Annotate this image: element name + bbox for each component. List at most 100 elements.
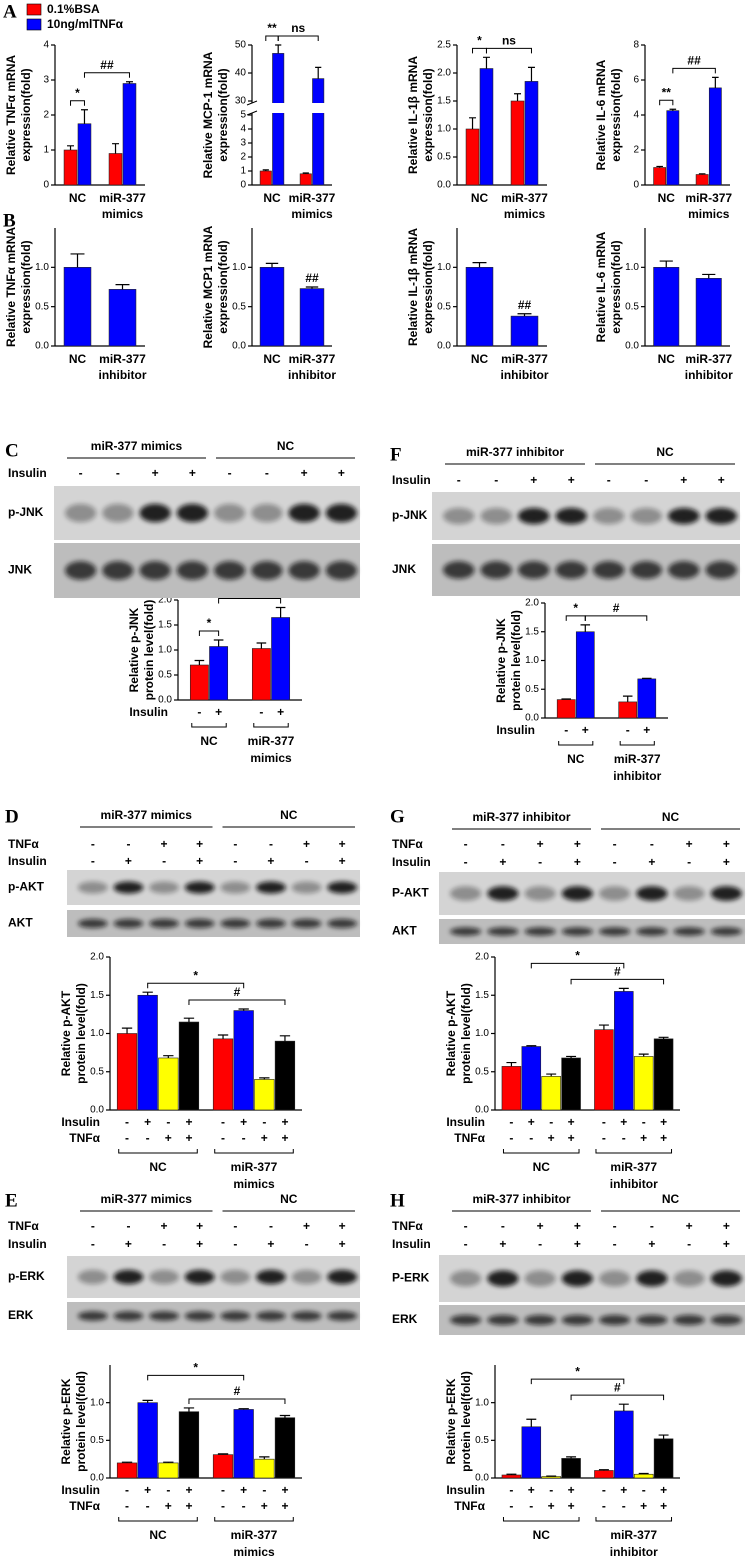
x-tick-label: NC — [533, 1528, 551, 1542]
row-value: - — [687, 855, 691, 869]
x-row-value: - — [259, 705, 263, 719]
y-axis-label: Relative p-JNK — [494, 618, 508, 703]
blot-band — [487, 1270, 519, 1287]
bar — [254, 1079, 275, 1111]
row-value: + — [499, 1237, 506, 1251]
significance: ## — [518, 298, 532, 312]
x-row-value: - — [509, 1499, 513, 1513]
error-bar — [598, 1469, 609, 1471]
error-bar — [527, 66, 535, 82]
x-row-value: + — [277, 705, 284, 719]
blot-band — [668, 507, 700, 525]
error-bar — [279, 1414, 291, 1418]
row-value: - — [233, 837, 237, 851]
band-label: ERK — [392, 1312, 418, 1326]
row-value: + — [723, 837, 730, 851]
legend-swatch — [26, 3, 42, 16]
y-axis-label: Relative p-JNK — [127, 607, 141, 692]
x-row-value: - — [642, 1115, 646, 1129]
significance: * — [75, 86, 80, 100]
row-value: - — [457, 473, 461, 487]
row-value: + — [648, 855, 655, 869]
x-row-value: + — [568, 1115, 575, 1129]
row-value: - — [126, 1219, 130, 1233]
x-tick-label: miR-377 inhibitor — [501, 352, 549, 382]
panel-label: H — [390, 1190, 405, 1211]
x-row-label: TNFα — [454, 1499, 485, 1513]
group-bracket — [502, 1149, 580, 1154]
y-tick-label: 1.5 — [525, 626, 539, 637]
significance: # — [614, 1380, 621, 1394]
y-axis-label: Relative IL-6 mRNA — [594, 59, 608, 170]
row-value: + — [499, 855, 506, 869]
blot-band — [668, 561, 700, 579]
band-label: P-AKT — [392, 886, 429, 900]
row-value: + — [196, 854, 203, 868]
error-bar — [622, 695, 633, 702]
x-row-label: Insulin — [446, 1483, 485, 1497]
row-label: Insulin — [8, 854, 47, 868]
y-tick-label: 1.0 — [525, 655, 539, 666]
y-axis-label: expression(fold) — [19, 68, 33, 161]
y-tick-label: 0.0 — [437, 341, 451, 352]
row-value: - — [687, 1237, 691, 1251]
error-bar — [472, 262, 487, 268]
bar — [633, 1473, 654, 1479]
blot-band — [291, 918, 322, 929]
error-bar — [125, 81, 133, 84]
bar — [137, 1402, 158, 1479]
error-bar — [658, 1036, 669, 1039]
blot-band — [636, 1270, 668, 1287]
y-tick-label: 2 — [43, 110, 49, 121]
row-value: - — [91, 1237, 95, 1251]
x-tick-label: NC — [471, 191, 489, 205]
bar — [541, 1076, 561, 1111]
error-bar — [217, 1034, 229, 1039]
x-row-value: + — [215, 705, 222, 719]
row-value: + — [723, 855, 730, 869]
blot-band — [524, 1314, 556, 1326]
error-bar — [112, 143, 120, 154]
blot-band — [487, 886, 519, 901]
error-bar — [469, 117, 477, 129]
x-tick-label: NC — [263, 352, 281, 366]
row-label: Insulin — [392, 473, 431, 487]
y-tick-label: 0.5 — [35, 301, 49, 312]
significance-bracket — [218, 598, 282, 604]
error-bar — [217, 1453, 229, 1455]
row-value: - — [162, 854, 166, 868]
y-tick-label: 2.0 — [158, 595, 172, 606]
bar — [556, 699, 576, 719]
x-row-value: + — [165, 1499, 172, 1513]
blot-band — [176, 503, 209, 523]
blot-band — [64, 503, 97, 523]
blot-band — [213, 503, 246, 523]
blot-band — [113, 1311, 144, 1321]
error-bar — [259, 1456, 270, 1460]
x-tick-label: miR-377 inhibitor — [610, 1528, 658, 1559]
band-label: p-JNK — [8, 505, 44, 519]
band-label: p-AKT — [8, 880, 45, 894]
y-tick-label: 1.5 — [475, 990, 489, 1001]
blot-band — [327, 1269, 358, 1285]
row-value: + — [574, 837, 581, 851]
blot-band — [327, 881, 358, 894]
row-label: TNFα — [8, 1219, 39, 1233]
row-value: - — [613, 1219, 617, 1233]
y-axis-label: Relative IL-1β mRNA — [406, 56, 420, 174]
bar — [465, 267, 494, 347]
y-tick-label: 0 — [240, 180, 246, 191]
y-tick-label: 0.0 — [90, 1105, 104, 1116]
blot-band — [561, 886, 594, 901]
group-label: miR-377 mimics — [91, 439, 183, 453]
x-row-value: - — [509, 1483, 513, 1497]
row-label: TNFα — [392, 837, 423, 851]
blot-band — [251, 561, 283, 580]
y-tick-label: 0.0 — [90, 1473, 104, 1484]
group-bracket — [214, 1517, 294, 1522]
error-bar — [67, 145, 75, 150]
bar — [259, 267, 285, 347]
y-tick-label: 50 — [235, 40, 247, 51]
significance: * — [207, 616, 212, 630]
bar — [209, 646, 229, 701]
